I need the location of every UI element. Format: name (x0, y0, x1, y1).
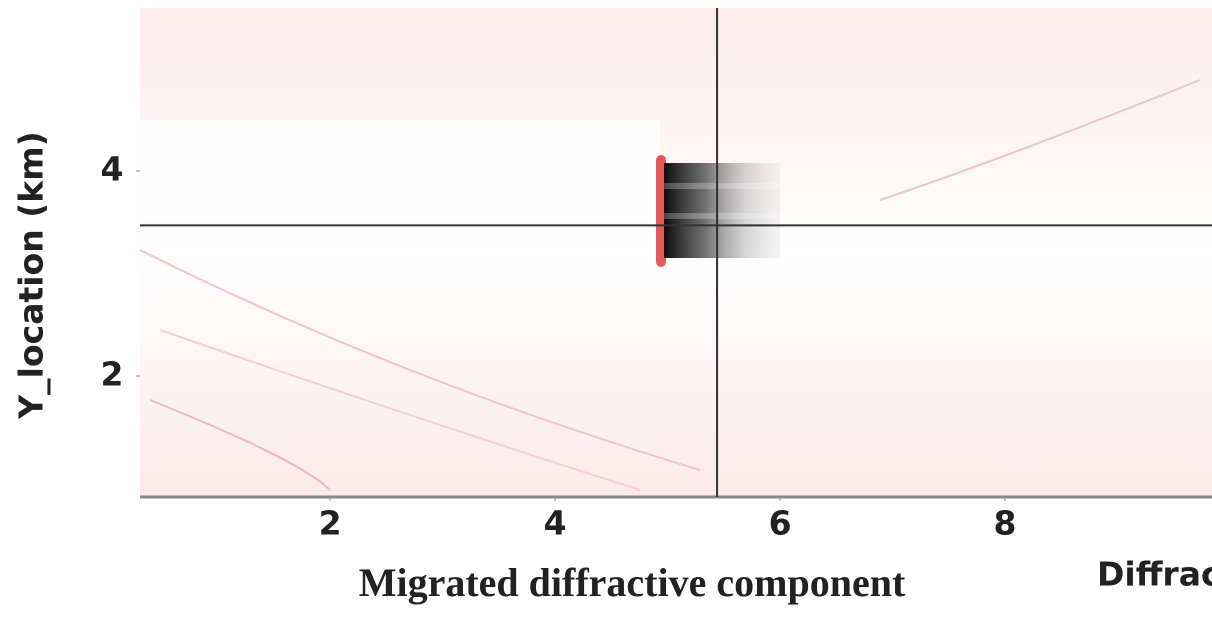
seismic-image (139, 8, 1212, 497)
y-tick-label: 2 (101, 355, 124, 394)
y-tick-label: 4 (101, 150, 124, 189)
chart-title: Migrated diffractive component (359, 560, 906, 605)
annotation: Diffrac (1097, 555, 1212, 594)
x-tick-label: 4 (544, 504, 567, 543)
x-tick-label: 2 (319, 504, 342, 543)
x-tick-label: 6 (769, 504, 792, 543)
x-tick-label: 8 (994, 504, 1017, 543)
y-axis-label: Y_location (km) (12, 131, 51, 419)
